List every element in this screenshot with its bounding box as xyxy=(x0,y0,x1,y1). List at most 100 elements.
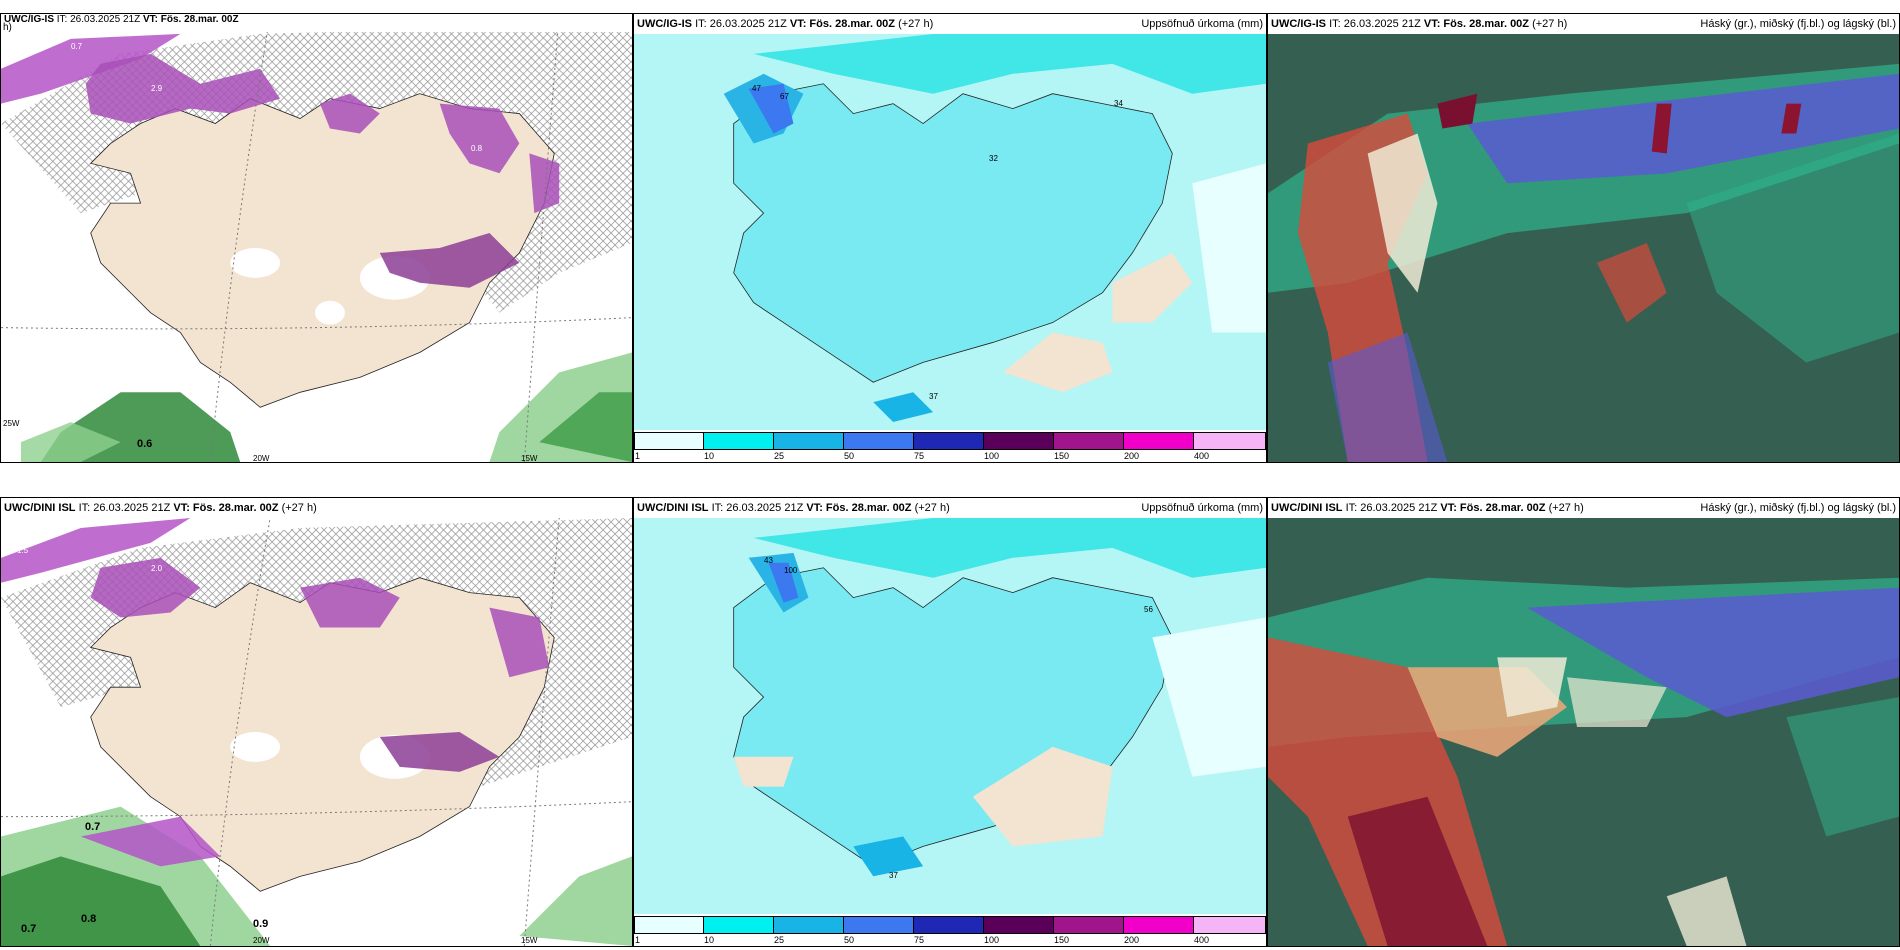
colorbar-tick: 50 xyxy=(844,935,855,945)
cloud-title: Háský (gr.), miðský (fj.bl.) og lágský (… xyxy=(1700,502,1896,514)
panel-header: UWC/DINI ISL IT: 26.03.2025 21Z VT: Fös.… xyxy=(1268,498,1899,518)
model-name: UWC/DINI ISL xyxy=(637,502,709,514)
map-top-mid xyxy=(634,34,1266,430)
lon-label-15w: 15W xyxy=(521,936,538,945)
lon-label-25w: 25W xyxy=(3,419,20,428)
map-canvas xyxy=(1268,34,1899,462)
colorbar-tick: 150 xyxy=(1054,451,1070,461)
colorbar-tick: 10 xyxy=(704,935,715,945)
colorbar-tick: 75 xyxy=(914,935,925,945)
map-bottom-left xyxy=(1,518,632,946)
colorbar-tick: 75 xyxy=(914,451,925,461)
lead-time: (+27 h) xyxy=(1532,18,1568,30)
map-top-left xyxy=(1,14,632,462)
colorbar-segment xyxy=(1194,432,1266,450)
value-label: 0.8 xyxy=(471,144,483,153)
precip-value-label: 47 xyxy=(752,84,761,93)
lon-label-15w: 15W xyxy=(521,454,538,463)
colorbar-segment xyxy=(704,432,774,450)
colorbar-segment xyxy=(844,432,914,450)
colorbar-tick: 400 xyxy=(1194,935,1210,945)
precip-value-label: 100 xyxy=(784,566,798,575)
model-name: UWC/DINI ISL xyxy=(4,502,76,514)
colorbar-tick: 1 xyxy=(635,935,641,945)
valid-time: Fös. 28.mar. 00Z xyxy=(192,502,279,514)
colorbar-segment xyxy=(1054,432,1124,450)
colorbar-segment xyxy=(984,916,1054,934)
lon-label-20w: 20W xyxy=(253,936,270,945)
panel-top-right-clouds: UWC/IG-IS IT: 26.03.2025 21Z VT: Fös. 28… xyxy=(1267,13,1900,463)
colorbar-tick: 1 xyxy=(635,451,641,461)
colorbar-segment xyxy=(774,916,844,934)
value-label: 0.6 xyxy=(137,438,153,450)
value-label: 0.8 xyxy=(81,913,97,925)
colorbar-segment xyxy=(1194,916,1266,934)
model-name: UWC/IG-IS xyxy=(637,18,692,30)
value-label: 1.5 xyxy=(17,546,29,555)
colorbar-segment xyxy=(1054,916,1124,934)
header-wrap: h) xyxy=(3,22,12,33)
colorbar-tick: 100 xyxy=(984,935,1000,945)
value-label: 2.9 xyxy=(151,84,163,93)
precip-title: Uppsöfnuð úrkoma (mm) xyxy=(1141,502,1263,514)
value-label: 2.0 xyxy=(151,564,163,573)
colorbar-segment xyxy=(914,916,984,934)
colorbar-tick: 25 xyxy=(774,451,785,461)
valid-time: Fös. 28.mar. 00Z xyxy=(825,502,912,514)
value-label: 0.9 xyxy=(253,918,269,930)
colorbar-segment xyxy=(1124,916,1194,934)
model-name: UWC/IG-IS xyxy=(1271,18,1326,30)
panel-header: UWC/IG-IS IT: 26.03.2025 21Z VT: Fös. 28… xyxy=(634,14,1266,34)
lead-time: (+27 h) xyxy=(281,502,317,514)
valid-label: VT: xyxy=(1423,18,1441,30)
value-label: 0.7 xyxy=(85,821,101,833)
precip-value-label: 43 xyxy=(764,556,773,565)
precip-value-label: 56 xyxy=(1144,605,1153,614)
colorbar: 1 10 25 50 75 100 150 200 400 xyxy=(634,914,1266,946)
colorbar-tick: 200 xyxy=(1124,451,1140,461)
lead-time: (+27 h) xyxy=(1548,502,1584,514)
colorbar-tick: 100 xyxy=(984,451,1000,461)
lon-label-20w: 20W xyxy=(253,454,270,463)
panel-header: UWC/IG-IS IT: 26.03.2025 21Z VT: Fös. 28… xyxy=(1,14,632,32)
precip-value-label: 32 xyxy=(989,154,998,163)
iceland-outline xyxy=(733,83,1173,383)
precip-value-label: 67 xyxy=(780,92,789,101)
init-time: IT: 26.03.2025 21Z xyxy=(711,502,804,514)
init-time: IT: 26.03.2025 21Z xyxy=(695,18,787,30)
valid-time: Fös. 28.mar. 00Z xyxy=(1459,502,1546,514)
colorbar-segment xyxy=(774,432,844,450)
colorbar-segment xyxy=(844,916,914,934)
valid-label: VT: xyxy=(806,502,823,514)
colorbar-segment xyxy=(634,432,704,450)
colorbar-segment xyxy=(984,432,1054,450)
map-top-right xyxy=(1268,34,1899,462)
valid-time: Fös. 28.mar. 00Z xyxy=(160,14,239,25)
panel-header: UWC/DINI ISL IT: 26.03.2025 21Z VT: Fös.… xyxy=(1,498,632,518)
colorbar-segment xyxy=(1124,432,1194,450)
panel-top-left-wind-snow: UWC/IG-IS IT: 26.03.2025 21Z VT: Fös. 28… xyxy=(0,13,633,463)
colorbar-tick: 400 xyxy=(1194,451,1210,461)
valid-label: VT: xyxy=(142,14,158,25)
valid-label: VT: xyxy=(173,502,190,514)
init-time: IT: 26.03.2025 21Z xyxy=(1329,18,1421,30)
valid-label: VT: xyxy=(789,18,807,30)
colorbar-tick: 25 xyxy=(774,935,785,945)
colorbar-segment xyxy=(914,432,984,450)
colorbar-tick: 200 xyxy=(1124,935,1140,945)
value-label: 0.7 xyxy=(71,42,83,51)
init-time: IT: 26.03.2025 21Z xyxy=(1345,502,1438,514)
precip-title: Uppsöfnuð úrkoma (mm) xyxy=(1141,18,1263,30)
map-canvas xyxy=(634,34,1266,430)
colorbar-tick: 50 xyxy=(844,451,855,461)
colorbar-tick: 150 xyxy=(1054,935,1070,945)
model-name: UWC/IG-IS xyxy=(4,14,54,25)
map-bottom-right xyxy=(1268,518,1899,946)
panel-bottom-left-wind-snow: UWC/DINI ISL IT: 26.03.2025 21Z VT: Fös.… xyxy=(0,497,633,947)
colorbar: 1 10 25 50 75 100 150 200 400 xyxy=(634,430,1266,462)
colorbar-segment xyxy=(704,916,774,934)
lead-time: (+27 h) xyxy=(914,502,950,514)
panel-top-mid-precip: UWC/IG-IS IT: 26.03.2025 21Z VT: Fös. 28… xyxy=(633,13,1267,463)
value-label: 0.7 xyxy=(21,923,37,935)
init-time: IT: 26.03.2025 21Z xyxy=(56,14,141,25)
